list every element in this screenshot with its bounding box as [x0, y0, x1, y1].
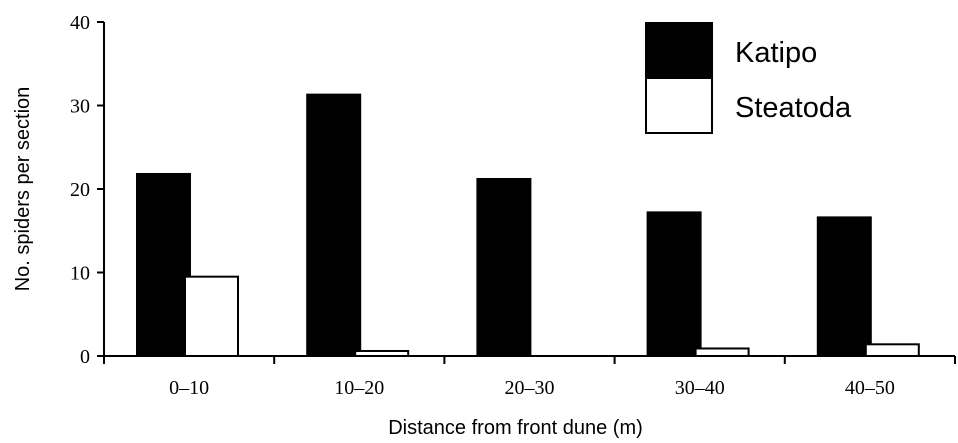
bars — [136, 93, 920, 358]
x-tick-label: 30–40 — [675, 377, 725, 399]
y-tick-label: 40 — [70, 12, 90, 34]
legend-swatch-katipo — [645, 22, 713, 79]
legend-label-katipo: Katipo — [735, 37, 817, 69]
y-tick-label: 10 — [70, 263, 90, 285]
legend-swatch-steatoda — [645, 77, 713, 134]
x-tick-label: 40–50 — [845, 377, 895, 399]
bar-steatoda-3 — [694, 347, 750, 357]
x-tick-label: 0–10 — [169, 377, 209, 399]
bar-katipo-0 — [136, 172, 191, 357]
bar-katipo-3 — [646, 211, 702, 357]
y-tick-label: 0 — [80, 346, 90, 368]
bar-steatoda-0 — [184, 275, 239, 357]
x-tick-label: 20–30 — [505, 377, 555, 399]
legend: Katipo Steatoda — [645, 22, 852, 134]
x-tick-label: 10–20 — [334, 377, 384, 399]
bar-steatoda-4 — [864, 343, 920, 357]
y-axis-title: No. spiders per section — [12, 87, 34, 292]
y-tick-label: 20 — [70, 179, 90, 201]
x-axis-title: Distance from front dune (m) — [388, 417, 643, 439]
y-tick-label: 30 — [70, 96, 90, 118]
legend-label-steatoda: Steatoda — [735, 92, 852, 124]
bar-katipo-1 — [306, 93, 362, 358]
y-axis-ticks: 0 10 20 30 40 — [70, 12, 104, 368]
bar-katipo-2 — [476, 177, 532, 357]
bar-katipo-4 — [816, 216, 872, 357]
x-axis-ticks: 0–10 10–20 20–30 30–40 40–50 — [103, 356, 956, 399]
